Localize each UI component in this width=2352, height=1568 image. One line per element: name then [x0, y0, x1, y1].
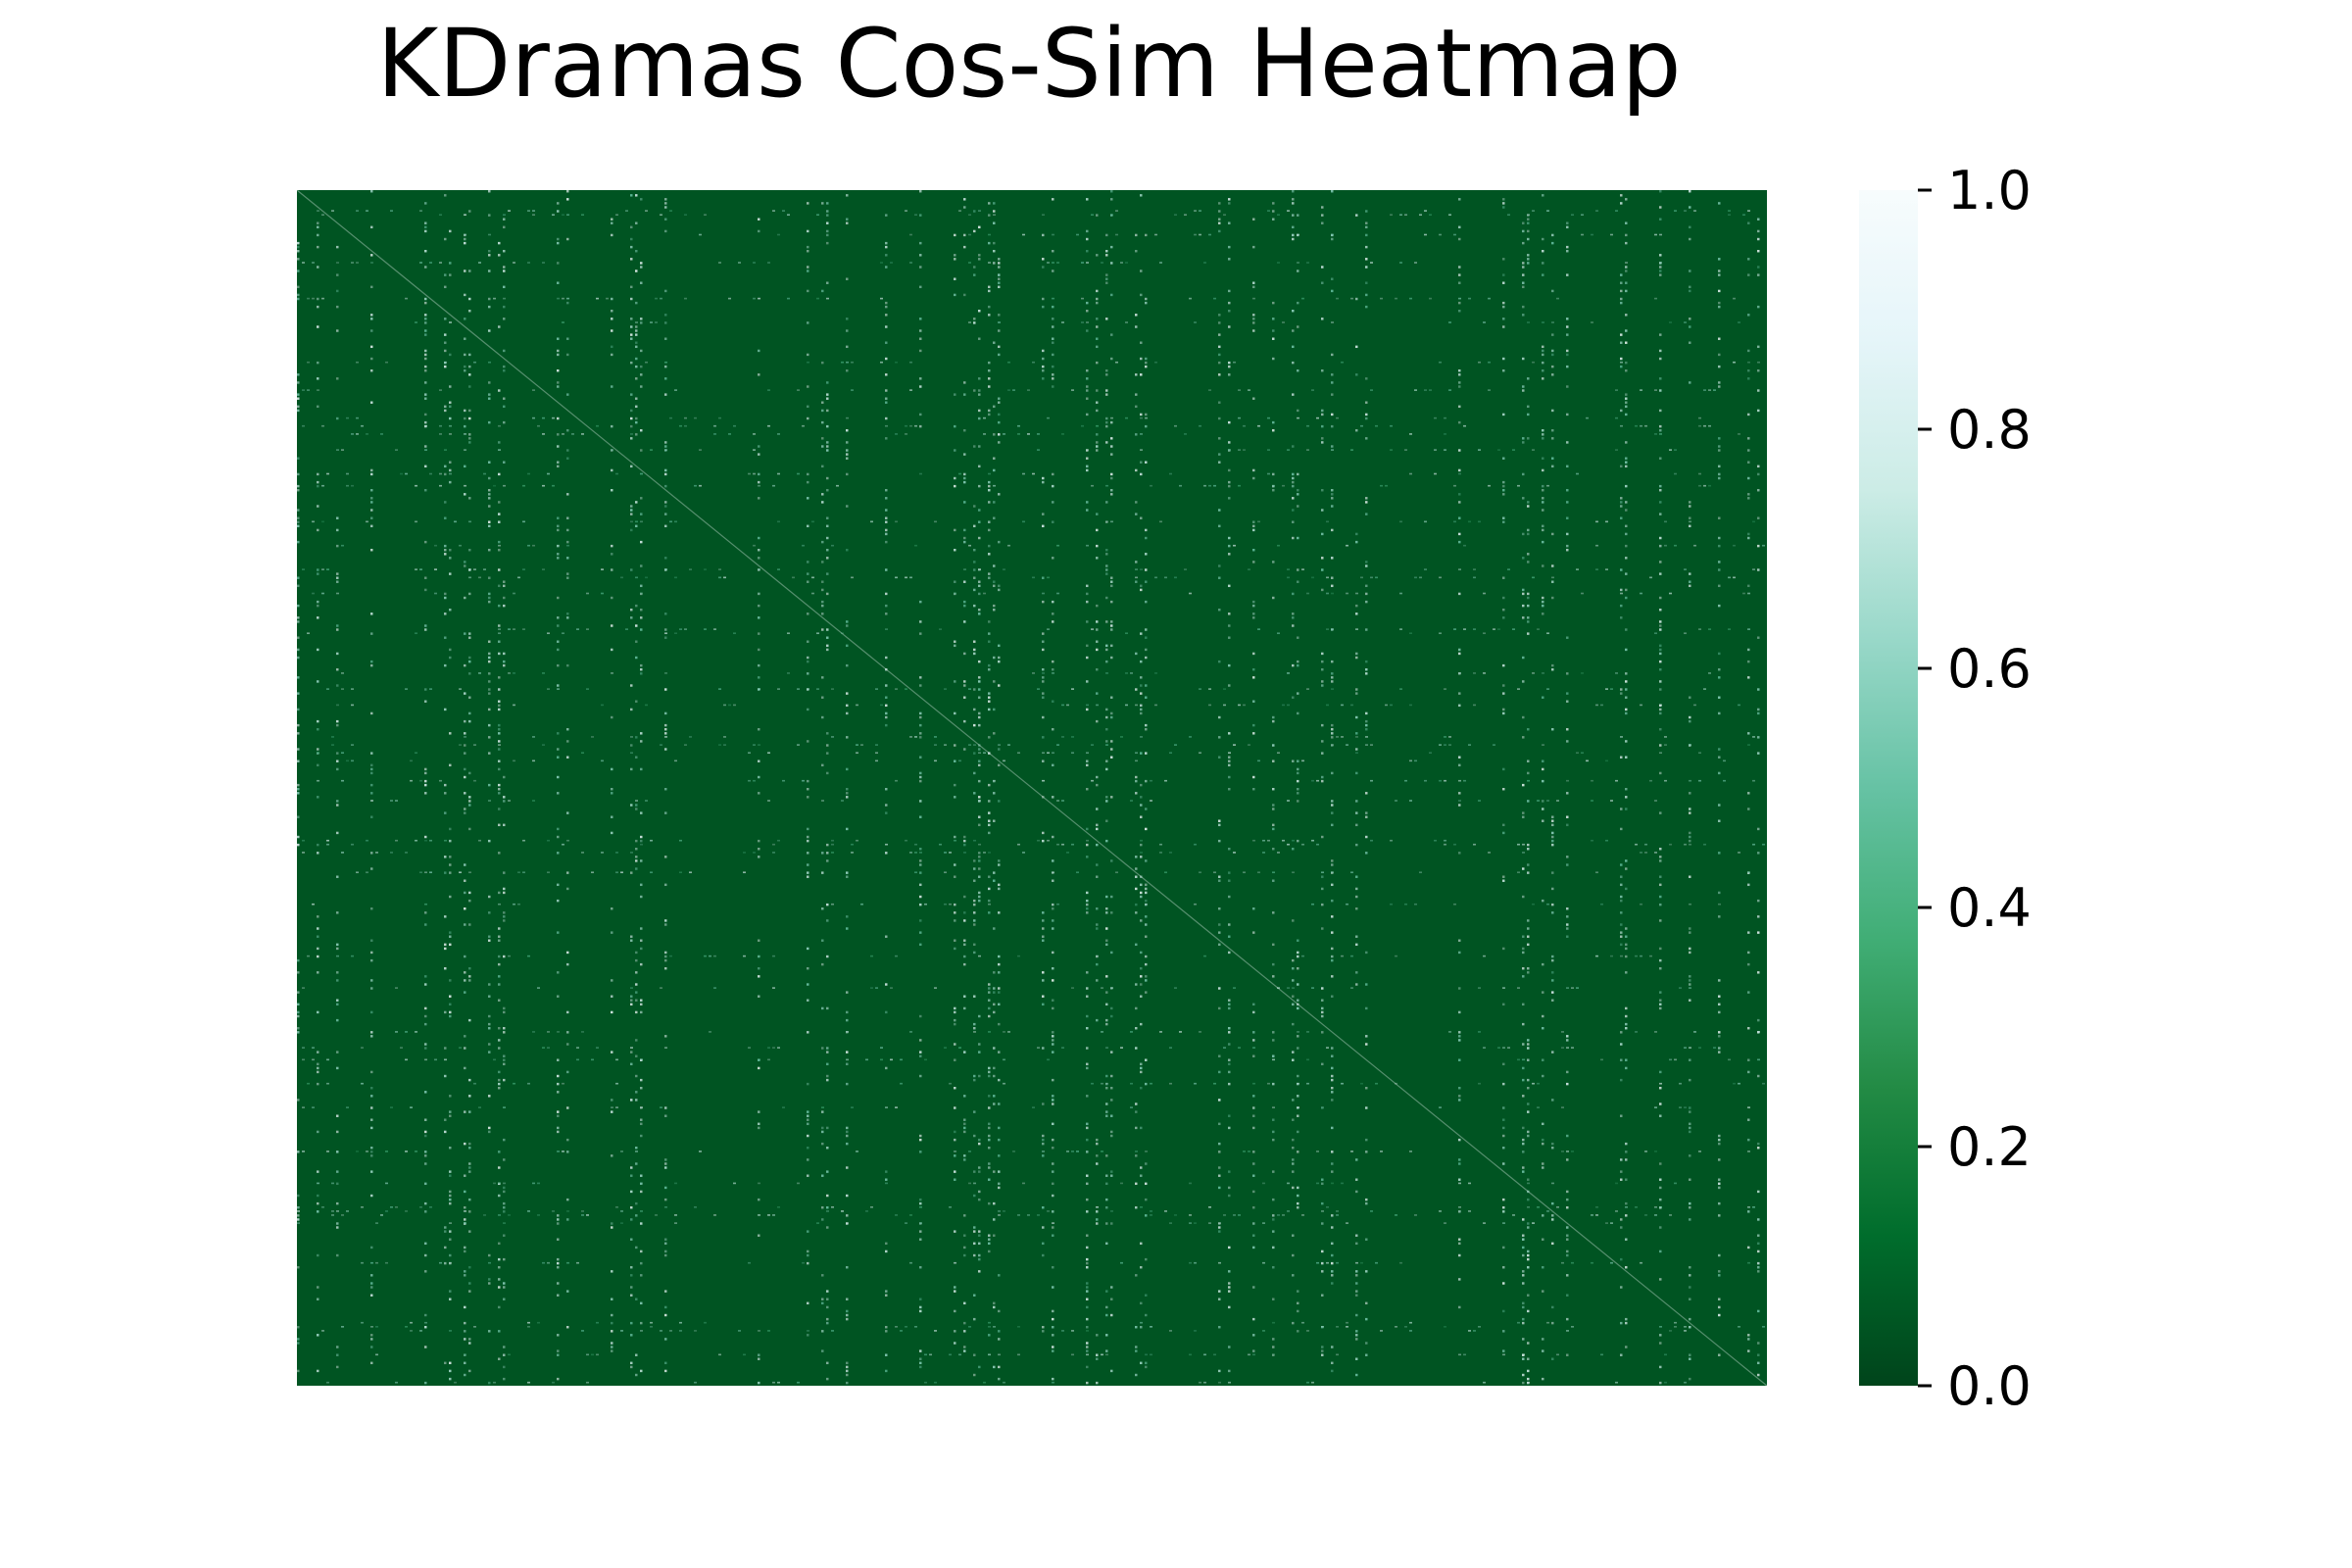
- colorbar: 0.0 0.2 0.4 0.6 0.8 1.0: [1859, 160, 2032, 1417]
- colorbar-tick-label: 0.0: [1947, 1355, 2032, 1417]
- chart-title: KDramas Cos-Sim Heatmap: [376, 9, 1682, 119]
- heatmap-area: [296, 189, 1768, 1387]
- colorbar-tick-label: 0.4: [1947, 877, 2032, 939]
- colorbar-tick-label: 0.8: [1947, 399, 2032, 461]
- colorbar-gradient: [1859, 190, 1918, 1386]
- heatmap-diagonal: [296, 189, 1768, 1387]
- heatmap-texture: [297, 190, 1765, 1385]
- colorbar-tick-label: 0.2: [1947, 1116, 2032, 1178]
- colorbar-tick-label: 1.0: [1947, 160, 2032, 221]
- colorbar-tick-label: 0.6: [1947, 638, 2032, 700]
